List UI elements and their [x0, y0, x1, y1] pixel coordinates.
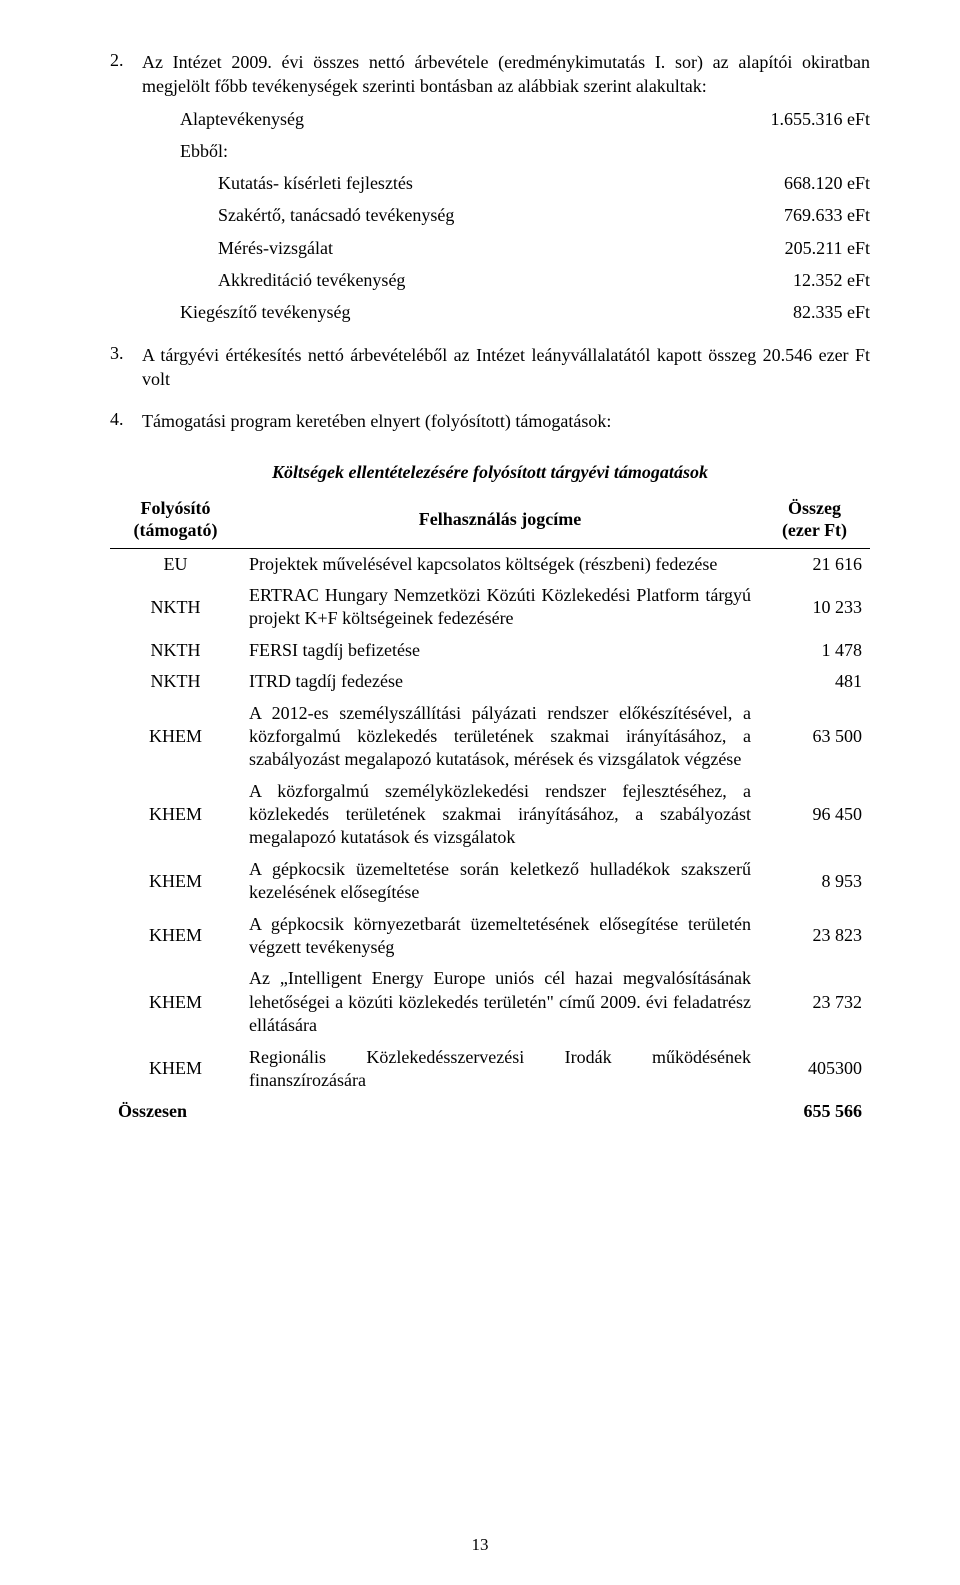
table-row: KHEM Az „Intelligent Energy Europe uniós…	[110, 963, 870, 1041]
table-total-row: Összesen 655 566	[110, 1096, 870, 1127]
cell-title: A gépkocsik környezetbarát üzemeltetésén…	[241, 909, 759, 964]
cell-total-label: Összesen	[110, 1096, 241, 1127]
cell-title: FERSI tagdíj befizetése	[241, 635, 759, 666]
activity-label: Ebből:	[142, 139, 228, 163]
cell-amount: 96 450	[759, 776, 870, 854]
page-number: 13	[0, 1535, 960, 1555]
cell-funder: NKTH	[110, 580, 241, 635]
cell-amount: 63 500	[759, 698, 870, 776]
cell-amount: 1 478	[759, 635, 870, 666]
cell-funder: KHEM	[110, 776, 241, 854]
table-row: KHEM A gépkocsik környezetbarát üzemelte…	[110, 909, 870, 964]
activity-value: 1.655.316 eFt	[730, 107, 870, 131]
item-text: Az Intézet 2009. évi összes nettó árbevé…	[142, 50, 870, 99]
item-number: 2.	[110, 50, 142, 99]
cell-amount: 23 823	[759, 909, 870, 964]
activity-row: Szakértő, tanácsadó tevékenység 769.633 …	[142, 203, 870, 227]
cell-funder: KHEM	[110, 909, 241, 964]
item-text: Támogatási program keretében elnyert (fo…	[142, 409, 870, 433]
subsidy-table: Folyósító (támogató) Felhasználás jogcím…	[110, 493, 870, 1128]
activity-breakdown: Alaptevékenység 1.655.316 eFt Ebből: Kut…	[110, 107, 870, 325]
activity-label: Akkreditáció tevékenység	[142, 268, 405, 292]
activity-label: Alaptevékenység	[142, 107, 304, 131]
activity-row: Alaptevékenység 1.655.316 eFt	[142, 107, 870, 131]
activity-label: Kiegészítő tevékenység	[142, 300, 350, 324]
list-item-2: 2. Az Intézet 2009. évi összes nettó árb…	[110, 50, 870, 99]
cell-title: A gépkocsik üzemeltetése során keletkező…	[241, 854, 759, 909]
cell-title: Regionális Közlekedésszervezési Irodák m…	[241, 1042, 759, 1097]
cell-funder: KHEM	[110, 963, 241, 1041]
cell-title: A közforgalmú személyközlekedési rendsze…	[241, 776, 759, 854]
activity-value: 769.633 eFt	[730, 203, 870, 227]
table-row: KHEM A közforgalmú személyközlekedési re…	[110, 776, 870, 854]
activity-row: Kutatás- kísérleti fejlesztés 668.120 eF…	[142, 171, 870, 195]
cell-title: Projektek művelésével kapcsolatos költsé…	[241, 548, 759, 580]
list-item-4: 4. Támogatási program keretében elnyert …	[110, 409, 870, 433]
col-header-title: Felhasználás jogcíme	[241, 493, 759, 549]
cell-title: ITRD tagdíj fedezése	[241, 666, 759, 697]
cell-amount: 405300	[759, 1042, 870, 1097]
cell-funder: KHEM	[110, 1042, 241, 1097]
col-header-amount: Összeg (ezer Ft)	[759, 493, 870, 549]
cell-funder: KHEM	[110, 854, 241, 909]
activity-value: 82.335 eFt	[730, 300, 870, 324]
table-row: EU Projektek művelésével kapcsolatos köl…	[110, 548, 870, 580]
table-row: KHEM A gépkocsik üzemeltetése során kele…	[110, 854, 870, 909]
activity-value	[730, 139, 870, 163]
item-number: 3.	[110, 343, 142, 392]
cell-funder: KHEM	[110, 698, 241, 776]
activity-value: 12.352 eFt	[730, 268, 870, 292]
activity-row: Akkreditáció tevékenység 12.352 eFt	[142, 268, 870, 292]
activity-row: Ebből:	[142, 139, 870, 163]
cell-funder: NKTH	[110, 666, 241, 697]
list-item-3: 3. A tárgyévi értékesítés nettó árbevéte…	[110, 343, 870, 392]
cell-amount: 23 732	[759, 963, 870, 1041]
activity-label: Mérés-vizsgálat	[142, 236, 333, 260]
cell-amount: 8 953	[759, 854, 870, 909]
cell-funder: EU	[110, 548, 241, 580]
col-header-funder: Folyósító (támogató)	[110, 493, 241, 549]
cell-amount: 481	[759, 666, 870, 697]
table-row: KHEM A 2012-es személyszállítási pályáza…	[110, 698, 870, 776]
cell-title: A 2012-es személyszállítási pályázati re…	[241, 698, 759, 776]
activity-value: 668.120 eFt	[730, 171, 870, 195]
activity-label: Kutatás- kísérleti fejlesztés	[142, 171, 413, 195]
cell-amount: 21 616	[759, 548, 870, 580]
item-number: 4.	[110, 409, 142, 433]
activity-label: Szakértő, tanácsadó tevékenység	[142, 203, 454, 227]
activity-row: Mérés-vizsgálat 205.211 eFt	[142, 236, 870, 260]
activity-value: 205.211 eFt	[730, 236, 870, 260]
cell-funder: NKTH	[110, 635, 241, 666]
table-header-row: Folyósító (támogató) Felhasználás jogcím…	[110, 493, 870, 549]
table-row: KHEM Regionális Közlekedésszervezési Iro…	[110, 1042, 870, 1097]
item-text: A tárgyévi értékesítés nettó árbevételéb…	[142, 343, 870, 392]
cell-total-title	[241, 1096, 759, 1127]
table-row: NKTH ERTRAC Hungary Nemzetközi Közúti Kö…	[110, 580, 870, 635]
table-row: NKTH FERSI tagdíj befizetése 1 478	[110, 635, 870, 666]
cell-title: ERTRAC Hungary Nemzetközi Közúti Közleke…	[241, 580, 759, 635]
activity-row: Kiegészítő tevékenység 82.335 eFt	[142, 300, 870, 324]
cell-amount: 10 233	[759, 580, 870, 635]
cell-total-amount: 655 566	[759, 1096, 870, 1127]
cell-title: Az „Intelligent Energy Europe uniós cél …	[241, 963, 759, 1041]
subsidy-table-caption: Költségek ellentételezésére folyósított …	[110, 462, 870, 483]
table-row: NKTH ITRD tagdíj fedezése 481	[110, 666, 870, 697]
